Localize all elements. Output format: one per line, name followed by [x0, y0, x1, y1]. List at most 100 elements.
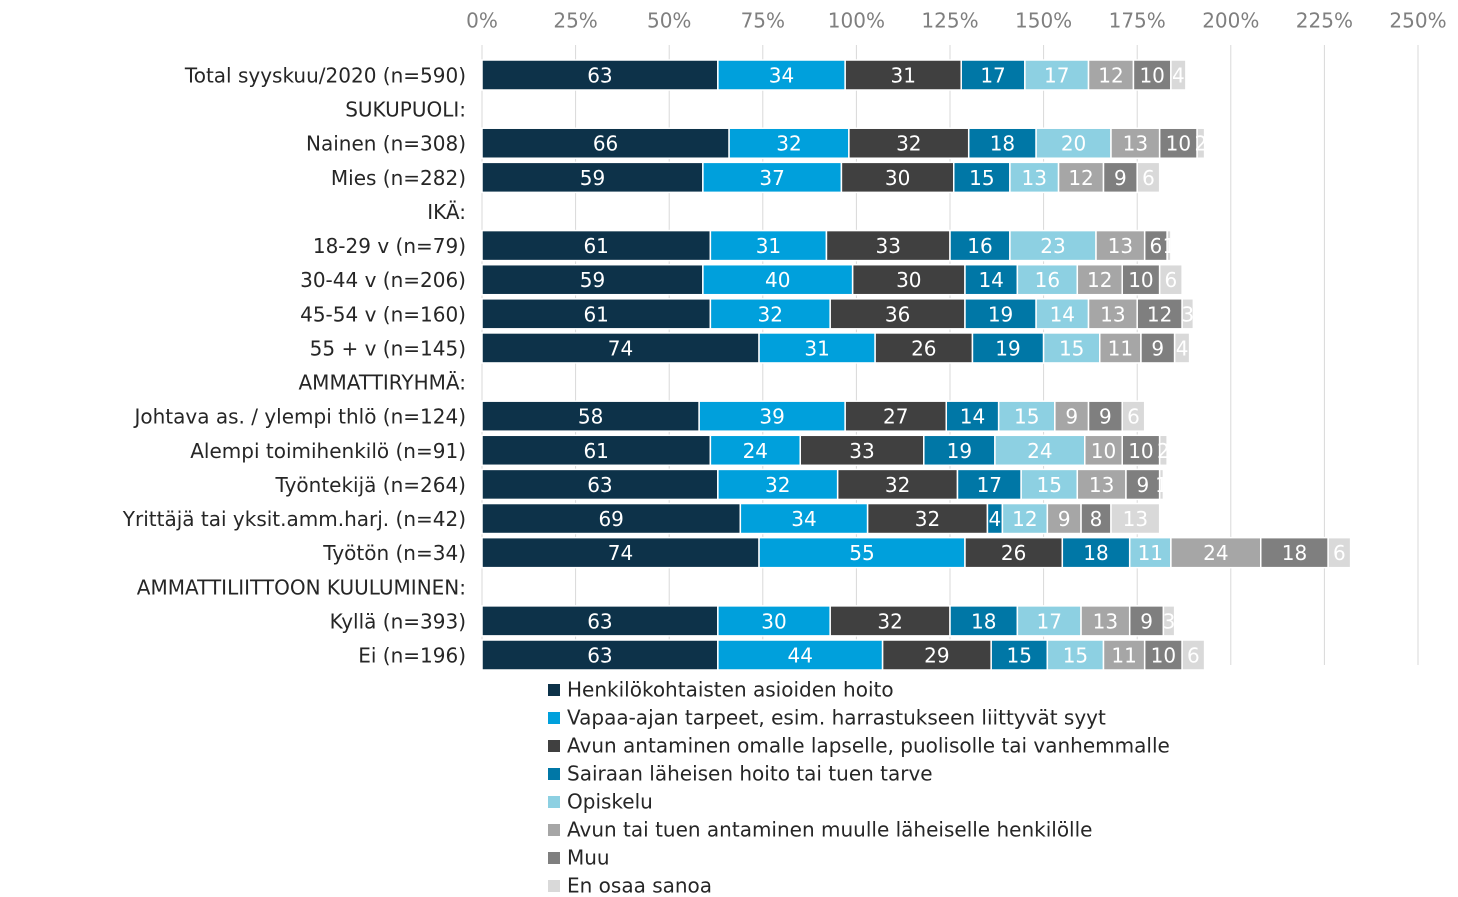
data-label: 12	[1012, 507, 1037, 531]
data-label: 13	[1123, 507, 1148, 531]
data-label: 32	[915, 507, 940, 531]
bar-segment	[829, 605, 951, 637]
data-label: 61	[583, 439, 608, 463]
data-label: 63	[587, 64, 612, 88]
data-label: 8	[1090, 507, 1103, 531]
bar-segment	[1095, 229, 1146, 262]
data-label: 59	[580, 166, 605, 190]
legend-swatch	[548, 768, 560, 780]
y-tick-label: Johtava as. / ylempi thlö (n=124)	[132, 405, 466, 429]
bar-segment	[481, 127, 730, 159]
data-label: 10	[1139, 64, 1164, 88]
x-tick-label: 150%	[1015, 9, 1072, 33]
bar-segment	[481, 298, 712, 330]
data-label: 17	[977, 473, 1002, 497]
data-label: 26	[911, 336, 936, 360]
x-tick-label: 75%	[741, 9, 785, 33]
bar-segment	[949, 229, 1011, 262]
bar-segment	[964, 263, 1019, 296]
data-label: 34	[791, 507, 816, 531]
bar-segment	[481, 263, 704, 296]
data-label: 63	[587, 609, 612, 633]
bar-segment	[709, 298, 831, 330]
data-label: 37	[759, 166, 784, 190]
data-label: 9	[1136, 473, 1149, 497]
data-label: 9	[1140, 609, 1153, 633]
bar-segment	[717, 605, 831, 637]
data-label: 32	[776, 132, 801, 156]
legend-swatch	[548, 712, 560, 724]
bar-segment	[1143, 639, 1183, 671]
data-label: 4	[1176, 336, 1189, 360]
data-label: 15	[1063, 644, 1088, 668]
data-label: 3	[1163, 609, 1176, 633]
data-label: 1	[1155, 473, 1168, 497]
legend-label: Avun antaminen omalle lapselle, puolisol…	[567, 734, 1170, 758]
data-label: 13	[1100, 302, 1125, 326]
bar-segment	[1158, 127, 1198, 159]
data-label: 32	[765, 473, 790, 497]
data-label: 63	[587, 644, 612, 668]
data-label: 74	[608, 336, 633, 360]
y-tick-label: Työntekijä (n=264)	[274, 473, 466, 497]
bar-segment	[709, 229, 828, 262]
data-label: 10	[1128, 268, 1153, 292]
bar-segment	[1110, 127, 1161, 159]
data-label: 17	[980, 64, 1005, 88]
bar-segment	[1035, 127, 1112, 159]
bar-segment	[1173, 332, 1191, 364]
legend-swatch	[548, 880, 560, 892]
data-label: 26	[1001, 541, 1026, 565]
x-tick-label: 0%	[466, 9, 498, 33]
bar-segment	[1196, 127, 1206, 159]
y-tick-label: Total syyskuu/2020 (n=590)	[184, 64, 466, 88]
data-label: 30	[896, 268, 921, 292]
x-tick-label: 225%	[1296, 9, 1353, 33]
bar-segment	[1170, 59, 1187, 91]
y-tick-label: SUKUPUOLI:	[345, 98, 466, 122]
bar-segment	[1136, 161, 1161, 194]
bar-segment	[799, 434, 925, 467]
bar-segment	[1020, 468, 1079, 501]
bar-segment	[1024, 59, 1090, 91]
x-tick-label: 200%	[1202, 9, 1259, 33]
bar-segment	[1132, 59, 1172, 91]
bar-segment	[481, 468, 719, 501]
data-label: 61	[583, 234, 608, 258]
data-label: 2	[1194, 132, 1207, 156]
bar-segment	[717, 59, 846, 91]
data-label: 17	[1044, 64, 1069, 88]
data-label: 15	[1059, 336, 1084, 360]
data-label: 6	[1127, 405, 1140, 429]
y-tick-label: Alempi toimihenkilö (n=91)	[190, 439, 466, 463]
y-tick-label: 55 + v (n=145)	[310, 336, 466, 360]
data-label: 30	[761, 609, 786, 633]
data-label: 32	[877, 609, 902, 633]
bar-segment	[1042, 332, 1101, 364]
data-label: 9	[1099, 405, 1112, 429]
bar-segment	[1110, 502, 1161, 535]
legend-swatch	[548, 852, 560, 864]
y-tick-label: 18-29 v (n=79)	[313, 234, 466, 258]
bar-segment	[840, 161, 955, 194]
bar-segment	[1181, 639, 1206, 671]
data-label: 15	[969, 166, 994, 190]
data-label: 33	[875, 234, 900, 258]
legend-swatch	[548, 740, 560, 752]
bar-segment	[1001, 502, 1049, 535]
data-label: 30	[885, 166, 910, 190]
data-label: 6	[1150, 234, 1163, 258]
bar-segment	[1054, 400, 1090, 432]
y-tick-label: Työtön (n=34)	[322, 541, 466, 565]
data-label: 19	[995, 336, 1020, 360]
bar-segment	[952, 161, 1011, 194]
data-label: 6	[1165, 268, 1178, 292]
bar-segment	[1170, 536, 1262, 569]
data-label: 11	[1138, 541, 1163, 565]
bar-segment	[1016, 263, 1079, 296]
x-tick-label: 125%	[921, 9, 978, 33]
data-label: 31	[890, 64, 915, 88]
data-label: 23	[1040, 234, 1065, 258]
x-tick-label: 50%	[647, 9, 691, 33]
data-label: 13	[1123, 132, 1148, 156]
